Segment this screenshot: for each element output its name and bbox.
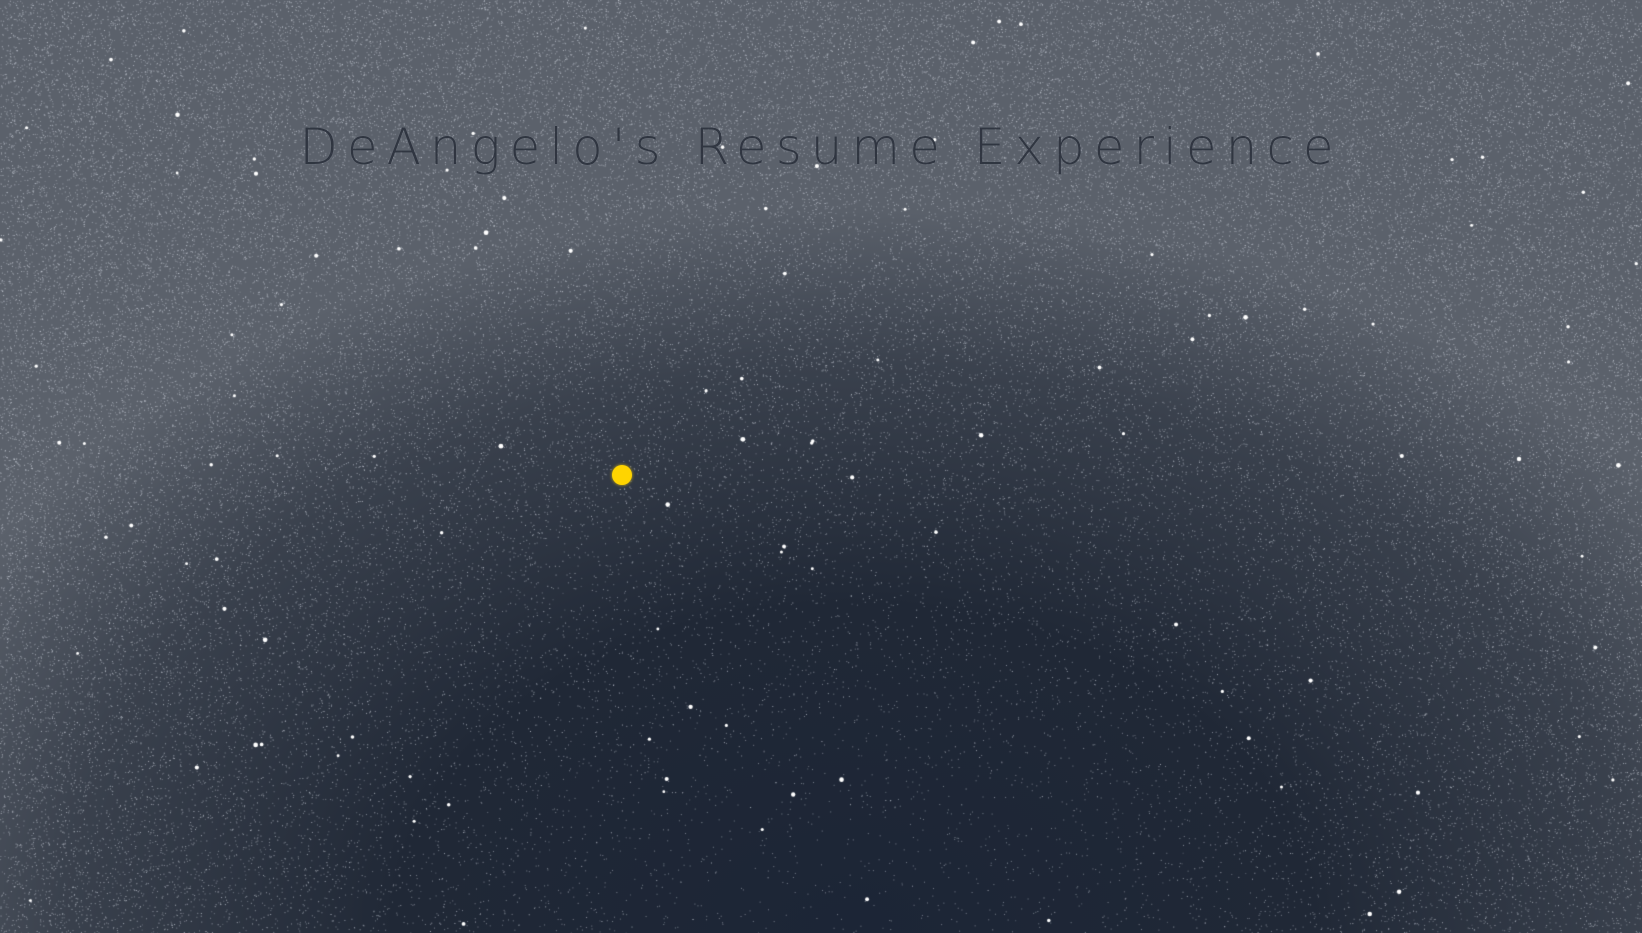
sun-icon[interactable]	[612, 465, 632, 485]
page-title: DeAngelo's Resume Experience	[299, 118, 1343, 176]
